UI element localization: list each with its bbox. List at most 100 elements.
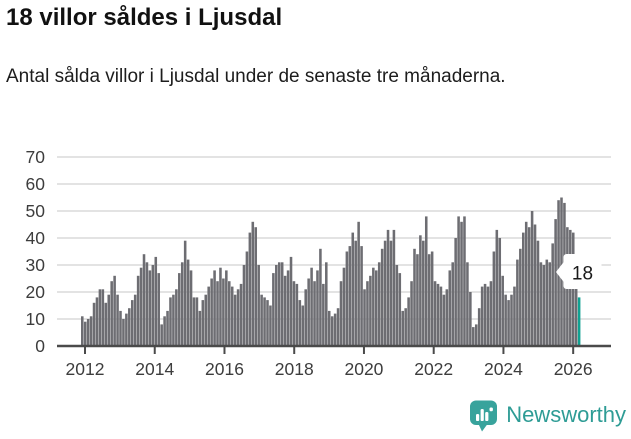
bar: [539, 262, 543, 346]
bar: [175, 289, 178, 346]
bar: [301, 305, 305, 346]
bar: [189, 270, 193, 346]
bar: [357, 221, 360, 346]
bar: [404, 308, 407, 346]
bar: [169, 297, 172, 346]
bar: [369, 275, 372, 346]
bar: [507, 300, 510, 346]
bar: [466, 262, 469, 346]
bar: [351, 232, 355, 346]
y-tick-label: 60: [26, 174, 46, 194]
bar: [519, 248, 522, 346]
highlight-bar: [577, 297, 581, 346]
newsworthy-logo-icon: [470, 400, 498, 431]
bar: [451, 262, 454, 346]
bar: [263, 297, 266, 346]
bar: [571, 232, 575, 346]
bar: [363, 289, 366, 346]
bar: [148, 270, 152, 346]
bar: [333, 313, 337, 346]
bar: [327, 310, 331, 346]
value-annotation: 18: [556, 254, 602, 289]
bar: [81, 316, 84, 346]
bar: [316, 270, 319, 346]
bar: [101, 289, 105, 346]
bar: [110, 281, 113, 346]
bar: [233, 294, 237, 346]
bar: [527, 227, 531, 346]
bar: [178, 273, 181, 346]
x-tick-label: 2026: [554, 359, 593, 379]
y-tick-label: 40: [26, 228, 46, 248]
bar: [151, 265, 155, 346]
bar: [116, 294, 119, 346]
bar: [242, 265, 246, 346]
bar: [136, 275, 140, 346]
bar: [480, 286, 484, 346]
bar: [424, 216, 428, 346]
bar: [460, 221, 463, 346]
bar: [266, 300, 269, 346]
bar: [198, 310, 202, 346]
bar: [275, 265, 278, 346]
bar: [533, 224, 537, 346]
bar: [160, 324, 163, 346]
bar: [92, 302, 96, 346]
y-axis-labels: 0 10 20 30 40 50 60 70: [26, 147, 46, 356]
bar: [166, 310, 169, 346]
bar: [504, 294, 507, 346]
bar: [554, 219, 557, 346]
bar: [292, 281, 296, 346]
chart-subtitle: Antal sålda villor i Ljusdal under de se…: [6, 66, 506, 87]
bar: [201, 300, 205, 346]
bar: [522, 232, 525, 346]
bar: [380, 248, 384, 346]
bar: [486, 286, 490, 346]
bar: [360, 246, 363, 346]
bar: [530, 211, 534, 346]
bar: [213, 270, 216, 346]
bar: [325, 262, 328, 346]
bar: [192, 297, 196, 346]
bar: [257, 265, 260, 346]
bar: [277, 262, 281, 346]
bar: [154, 256, 158, 346]
bar: [130, 300, 134, 346]
bar: [163, 316, 166, 346]
bar: [245, 251, 249, 346]
bar: [298, 300, 302, 346]
bar: [313, 281, 316, 346]
bar: [180, 262, 184, 346]
annotation-text: 18: [572, 264, 593, 285]
bar: [186, 259, 190, 346]
bar: [172, 294, 175, 346]
bar: [236, 289, 240, 346]
bar: [119, 310, 122, 346]
x-tick-label: 2022: [414, 359, 453, 379]
newsworthy-brand-link[interactable]: Newsworthy: [469, 397, 626, 433]
bar: [310, 267, 313, 346]
bar: [128, 308, 131, 346]
bar: [348, 246, 352, 346]
bar: [183, 240, 187, 346]
bar: [107, 294, 111, 346]
bar: [574, 286, 578, 346]
x-tick-label: 2012: [66, 359, 105, 379]
bar: [280, 262, 284, 346]
bar: [536, 240, 540, 346]
y-tick-label: 20: [26, 282, 46, 302]
bar: [477, 308, 481, 346]
bar: [239, 283, 243, 346]
bar: [228, 281, 231, 346]
y-tick-label: 70: [26, 147, 46, 167]
y-tick-label: 30: [26, 255, 46, 275]
bar: [386, 229, 390, 346]
bar: [492, 251, 496, 346]
bar: [366, 281, 369, 346]
bar: [125, 313, 128, 346]
bar: [219, 267, 222, 346]
x-tick-label: 2016: [205, 359, 244, 379]
bar: [342, 267, 346, 346]
bar: [260, 294, 263, 346]
bar: [204, 294, 208, 346]
